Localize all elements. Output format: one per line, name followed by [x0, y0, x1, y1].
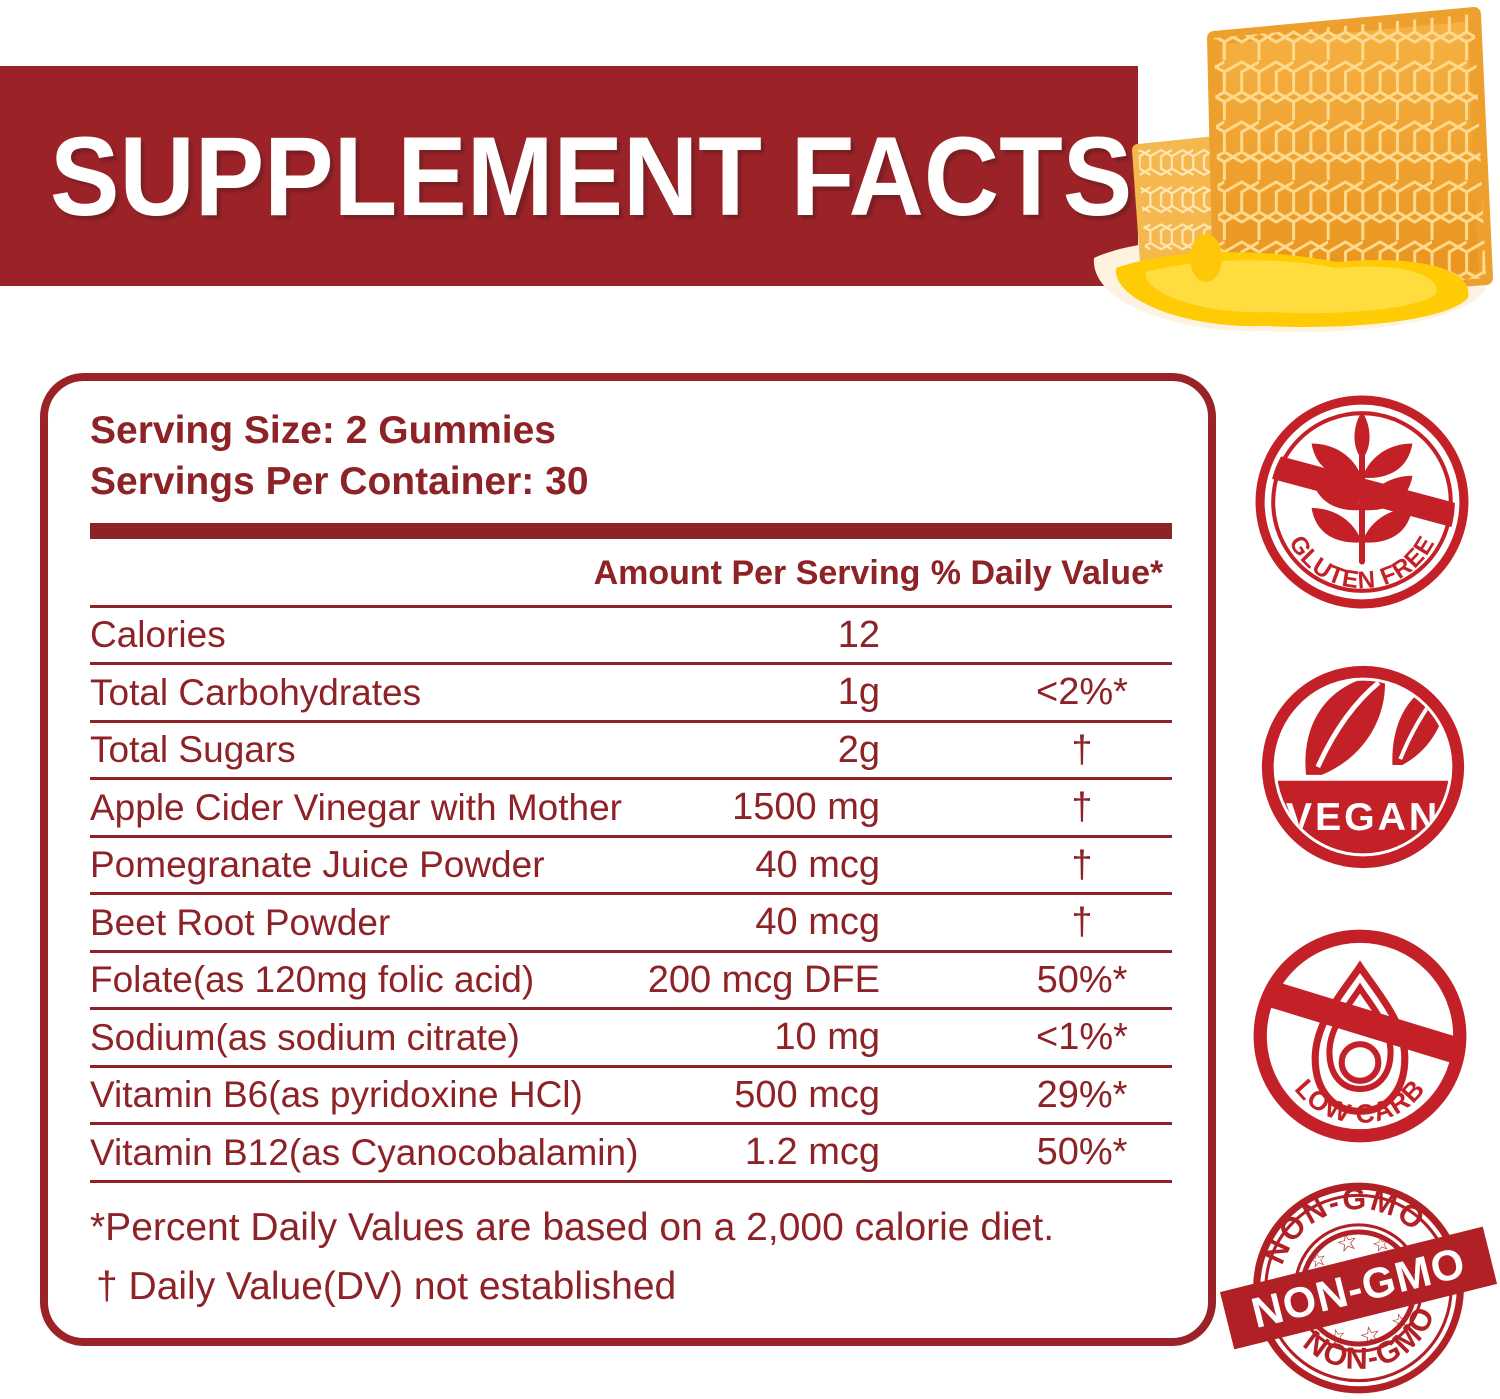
daily-value: <1%* [1036, 1016, 1128, 1059]
table-row: Total Sugars 2g † [90, 719, 1172, 778]
serving-size: Serving Size: 2 Gummies [90, 409, 557, 452]
amount-value: 12 [837, 613, 880, 656]
banner: SUPPLEMENT FACTS [0, 66, 1138, 286]
honey-pool [1115, 234, 1469, 327]
amount-value: 2g [837, 728, 880, 771]
amount-value: 1g [837, 671, 880, 714]
amount-value: 40 mcg [755, 843, 880, 886]
low-carb-badge: LOW CARB [1253, 929, 1467, 1143]
honeycomb-photo [1093, 7, 1493, 332]
vegan-label: VEGAN [1286, 795, 1440, 839]
facts-panel: Serving Size: 2 Gummies Servings Per Con… [40, 373, 1216, 1346]
table-row: Pomegranate Juice Powder 40 mcg † [90, 834, 1172, 893]
table-row: Calories 12 [90, 604, 1172, 663]
daily-value: 50%* [1036, 958, 1128, 1001]
servings-per-container: Servings Per Container: 30 [90, 460, 589, 504]
daily-value: <2%* [1036, 671, 1128, 714]
ingredient-name: Sodium(as sodium citrate) [90, 1016, 520, 1058]
amount-value: 40 mcg [755, 901, 880, 944]
daily-value-column-header: % Daily Value* [930, 553, 1164, 592]
daily-value: 50%* [1036, 1131, 1128, 1174]
thick-divider [90, 522, 1172, 539]
table-header: Amount Per Serving % Daily Value* [90, 539, 1172, 605]
gluten-free-badge: GLUTEN FREE [1255, 395, 1469, 609]
table-row: Vitamin B12(as Cyanocobalamin) 1.2 mcg 5… [90, 1122, 1172, 1180]
daily-value: † [1071, 728, 1093, 771]
table-row: Beet Root Powder 40 mcg † [90, 892, 1172, 950]
table-row: Total Carbohydrates 1g <2%* [90, 662, 1172, 720]
star-icon: ☆ [1389, 1309, 1412, 1335]
amount-value: 1500 mg [732, 786, 880, 829]
amount-value: 10 mg [774, 1016, 880, 1059]
amount-value: 500 mcg [734, 1073, 880, 1116]
vegan-badge: VEGAN [1261, 665, 1465, 869]
ingredient-name: Total Carbohydrates [90, 671, 422, 713]
daily-value: † [1071, 786, 1093, 829]
ingredient-name: Pomegranate Juice Powder [90, 844, 545, 886]
star-icon: ☆ [1326, 1325, 1349, 1351]
daily-value: † [1071, 843, 1093, 886]
ingredient-name: Vitamin B12(as Cyanocobalamin) [90, 1131, 639, 1173]
no-slash-icon [1269, 451, 1455, 532]
amount-value: 1.2 mcg [744, 1131, 880, 1174]
ingredient-name: Total Sugars [90, 729, 296, 771]
badge-outer-ring [1255, 395, 1469, 609]
daily-value: 29%* [1036, 1073, 1128, 1116]
daily-value: † [1071, 901, 1093, 944]
page-title: SUPPLEMENT FACTS [50, 113, 1133, 239]
serving-info: Serving Size: 2 Gummies Servings Per Con… [90, 405, 1172, 508]
ingredient-name: Vitamin B6(as pyridoxine HCl) [90, 1074, 583, 1116]
no-slash-icon [1254, 976, 1466, 1068]
table-row: Folate(as 120mg folic acid) 200 mcg DFE … [90, 949, 1172, 1008]
honeycomb-block-big [1207, 7, 1493, 305]
footnote-dv-not-established: † Daily Value(DV) not established [96, 1264, 677, 1308]
table-row: Apple Cider Vinegar with Mother 1500 mg … [90, 777, 1172, 835]
table-row: Sodium(as sodium citrate) 10 mg <1%* [90, 1007, 1172, 1065]
ingredient-name: Calories [90, 614, 226, 656]
amount-value: 200 mcg DFE [647, 958, 880, 1001]
ingredient-name: Apple Cider Vinegar with Mother [90, 786, 622, 828]
ingredient-name: Folate(as 120mg folic acid) [90, 959, 535, 1001]
table-row: Vitamin B6(as pyridoxine HCl) 500 mcg 29… [90, 1064, 1172, 1123]
non-gmo-badge: NON-GMO ☆ ☆ ☆ NON-GMO ☆ ☆ ☆ NON-GMO [1219, 1176, 1498, 1394]
ingredient-name: Beet Root Powder [90, 901, 391, 943]
amount-column-header: Amount Per Serving [593, 553, 921, 592]
footnote-daily-values: *Percent Daily Values are based on a 2,0… [90, 1206, 1055, 1249]
badge-ring [1261, 665, 1465, 869]
footnote: *Percent Daily Values are based on a 2,0… [90, 1180, 1172, 1322]
badge-ring [1253, 929, 1467, 1143]
supplement-table: Calories 12 Total Carbohydrates 1g <2%* … [90, 604, 1172, 1180]
